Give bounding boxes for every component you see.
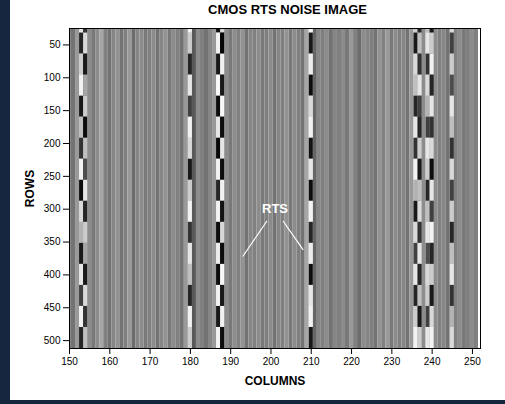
svg-text:400: 400 xyxy=(44,269,61,280)
svg-text:190: 190 xyxy=(222,356,239,367)
svg-text:COLUMNS: COLUMNS xyxy=(245,374,306,388)
html-text:CMOS RTS NOISE IMAGE: CMOS RTS NOISE IMAGE xyxy=(208,2,367,17)
svg-text:450: 450 xyxy=(44,302,61,313)
svg-text:100: 100 xyxy=(44,72,61,83)
svg-text:ROWS: ROWS xyxy=(23,170,37,207)
svg-text:200: 200 xyxy=(44,138,61,149)
svg-text:150: 150 xyxy=(44,105,61,116)
svg-text:240: 240 xyxy=(424,356,441,367)
svg-text:RTS: RTS xyxy=(262,201,288,216)
svg-text:170: 170 xyxy=(142,356,159,367)
svg-text:230: 230 xyxy=(384,356,401,367)
svg-text:50: 50 xyxy=(49,39,61,50)
svg-text:210: 210 xyxy=(303,356,320,367)
svg-text:160: 160 xyxy=(101,356,118,367)
svg-text:180: 180 xyxy=(182,356,199,367)
svg-text:350: 350 xyxy=(44,236,61,247)
svg-text:300: 300 xyxy=(44,203,61,214)
svg-text:150: 150 xyxy=(61,356,78,367)
svg-text:250: 250 xyxy=(44,171,61,182)
svg-text:220: 220 xyxy=(343,356,360,367)
svg-text:500: 500 xyxy=(44,335,61,346)
svg-text:200: 200 xyxy=(263,356,280,367)
svg-text:250: 250 xyxy=(464,356,481,367)
